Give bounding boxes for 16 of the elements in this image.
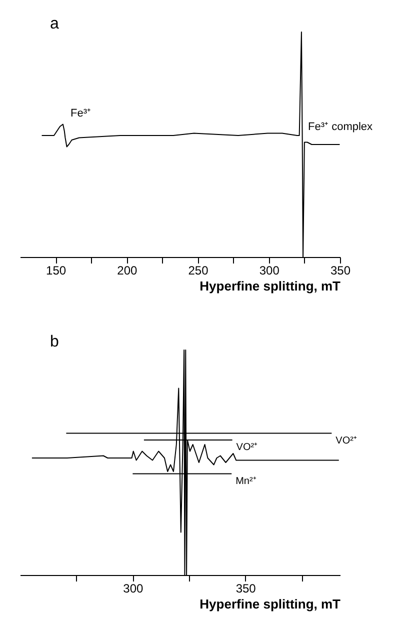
series-label: VO²⁺	[236, 442, 258, 453]
annotation: Fe³⁺ complex	[308, 120, 374, 133]
x-tick-label: 250	[188, 264, 209, 278]
x-axis-title: Hyperfine splitting, mT	[200, 278, 341, 294]
x-axis-title: Hyperfine splitting, mT	[200, 596, 341, 612]
x-tick-label: 150	[46, 264, 66, 278]
chart-title: b	[50, 334, 59, 350]
x-tick-label: 300	[259, 264, 280, 278]
series-label: VO²⁺	[336, 435, 358, 446]
x-tick-label: 350	[236, 582, 256, 596]
chart-title: a	[50, 16, 59, 32]
annotation: Fe³⁺	[70, 107, 92, 120]
series-label: Mn²⁺	[236, 476, 257, 487]
x-tick-label: 350	[330, 264, 351, 278]
x-tick-label: 200	[117, 264, 138, 278]
x-tick-label: 300	[123, 582, 144, 596]
